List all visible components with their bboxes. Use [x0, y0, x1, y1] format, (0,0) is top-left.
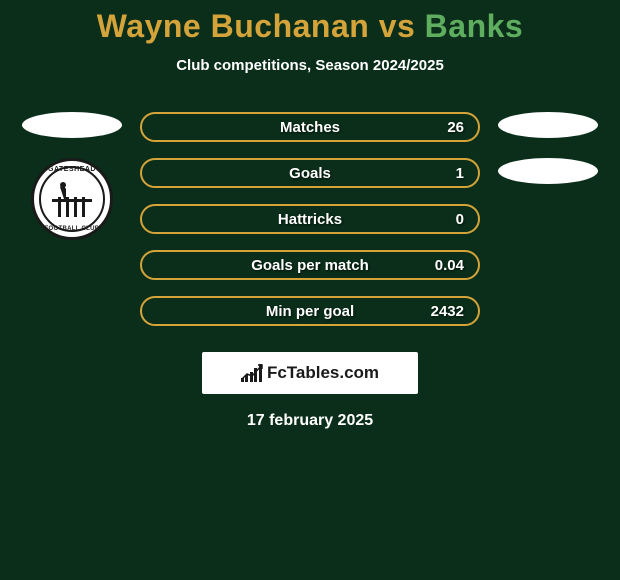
stat-row: Matches26 — [140, 112, 480, 142]
subtitle: Club competitions, Season 2024/2025 — [0, 57, 620, 74]
stat-value: 0 — [456, 211, 464, 228]
stats-list: Matches26 Goals1 Hattricks0 Goals per match… — [140, 112, 480, 326]
player2-name: Banks — [425, 8, 524, 44]
stat-value: 0.04 — [435, 257, 464, 274]
stat-row: Min per goal2432 — [140, 296, 480, 326]
brand-text: FcTables.com — [267, 363, 379, 383]
content-row: GATESHEAD FOOTBALL CLUB — [0, 112, 620, 326]
player2-club-placeholder — [498, 158, 598, 184]
stat-label: Goals — [142, 165, 478, 182]
comparison-card: Wayne Buchanan vs Banks Club competition… — [0, 0, 620, 430]
right-column — [498, 112, 598, 184]
date-label: 17 february 2025 — [0, 412, 620, 430]
player1-photo-placeholder — [22, 112, 122, 138]
stat-row: Goals per match0.04 — [140, 250, 480, 280]
badge-bottom-text: FOOTBALL CLUB — [41, 226, 103, 232]
left-column: GATESHEAD FOOTBALL CLUB — [22, 112, 122, 240]
page-title: Wayne Buchanan vs Banks — [0, 8, 620, 45]
vs-separator: vs — [369, 8, 424, 44]
badge-top-text: GATESHEAD — [41, 166, 103, 173]
stat-row: Hattricks0 — [140, 204, 480, 234]
stat-label: Matches — [142, 119, 478, 136]
badge-art-icon — [52, 179, 92, 219]
player1-name: Wayne Buchanan — [97, 8, 370, 44]
club-badge-icon: GATESHEAD FOOTBALL CLUB — [31, 158, 113, 240]
stat-row: Goals1 — [140, 158, 480, 188]
stat-label: Goals per match — [142, 257, 478, 274]
brand-chart-icon — [241, 364, 263, 382]
brand-logo: FcTables.com — [202, 352, 418, 394]
player2-photo-placeholder — [498, 112, 598, 138]
stat-label: Hattricks — [142, 211, 478, 228]
stat-label: Min per goal — [142, 303, 478, 320]
stat-value: 2432 — [431, 303, 464, 320]
stat-value: 1 — [456, 165, 464, 182]
stat-value: 26 — [447, 119, 464, 136]
